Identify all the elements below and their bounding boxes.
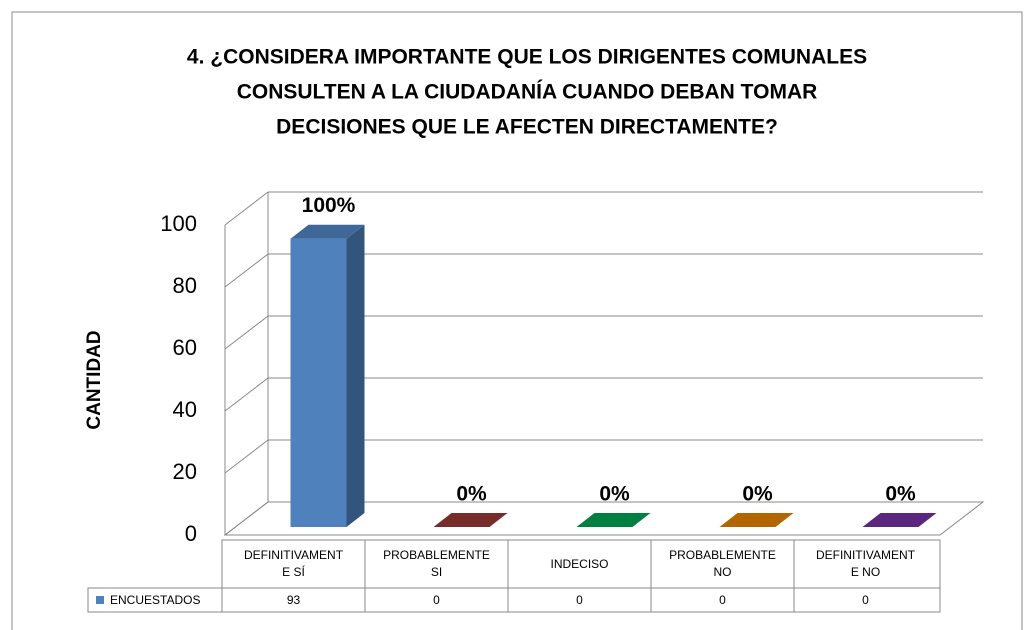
grid-line <box>224 377 269 412</box>
x-tick-label-box: INDECISO <box>550 556 609 571</box>
x-tick-label: INDECISO <box>550 556 609 571</box>
x-tick-label-box: PROBABLEMENTE SI <box>383 548 490 579</box>
data-label: 0% <box>456 483 487 506</box>
bar-top <box>719 513 794 527</box>
table-value: 0 <box>576 593 583 607</box>
legend-key <box>96 596 104 604</box>
y-tick-label: 100 <box>160 211 197 236</box>
bar-top <box>576 513 651 527</box>
data-label: 100% <box>302 194 356 217</box>
chart-title: CONSULTEN A LA CIUDADANÍA CUANDO DEBAN T… <box>237 81 818 104</box>
data-label: 0% <box>885 483 916 506</box>
table-data-row <box>87 587 941 613</box>
x-tick-label: PROBABLEMENTE NO <box>669 548 776 579</box>
x-tick-label-box: DEFINITIVAMENTE NO <box>815 548 916 579</box>
y-tick-label: 80 <box>173 273 197 298</box>
grid-line <box>224 439 269 474</box>
grid-line <box>224 501 269 536</box>
y-axis-label: CANTIDAD <box>84 330 105 429</box>
bar-top <box>862 513 937 527</box>
table-value: 0 <box>433 593 440 607</box>
bar-side <box>346 224 365 527</box>
table-value: 0 <box>719 593 726 607</box>
x-tick-label-box: PROBABLEMENTE NO <box>669 548 776 579</box>
back-wall <box>268 192 983 502</box>
y-tick-label: 40 <box>173 397 197 422</box>
legend-label: ENCUESTADOS <box>110 593 200 607</box>
x-tick-label: PROBABLEMENTE SI <box>383 548 490 579</box>
y-tick-label: 60 <box>173 335 197 360</box>
table-value: 0 <box>862 593 869 607</box>
bar-top <box>290 224 365 239</box>
chart-title: 4. ¿CONSIDERA IMPORTANTE QUE LOS DIRIGEN… <box>187 46 867 69</box>
grid-line <box>224 253 269 288</box>
y-tick-label: 0 <box>185 521 197 546</box>
grid-line <box>224 191 269 226</box>
y-tick-label: 20 <box>173 459 197 484</box>
table-value: 93 <box>287 593 301 607</box>
grid-line <box>224 315 269 350</box>
chart-title: DECISIONES QUE LE AFECTEN DIRECTAMENTE? <box>276 116 778 139</box>
x-tick-label: DEFINITIVAMENTE SÍ <box>243 548 344 579</box>
bar <box>290 238 347 527</box>
data-label: 0% <box>742 483 773 506</box>
x-tick-label: DEFINITIVAMENTE NO <box>815 548 916 579</box>
bar-top <box>433 513 508 527</box>
data-label: 0% <box>599 483 630 506</box>
x-tick-label-box: DEFINITIVAMENTE SÍ <box>243 548 344 579</box>
